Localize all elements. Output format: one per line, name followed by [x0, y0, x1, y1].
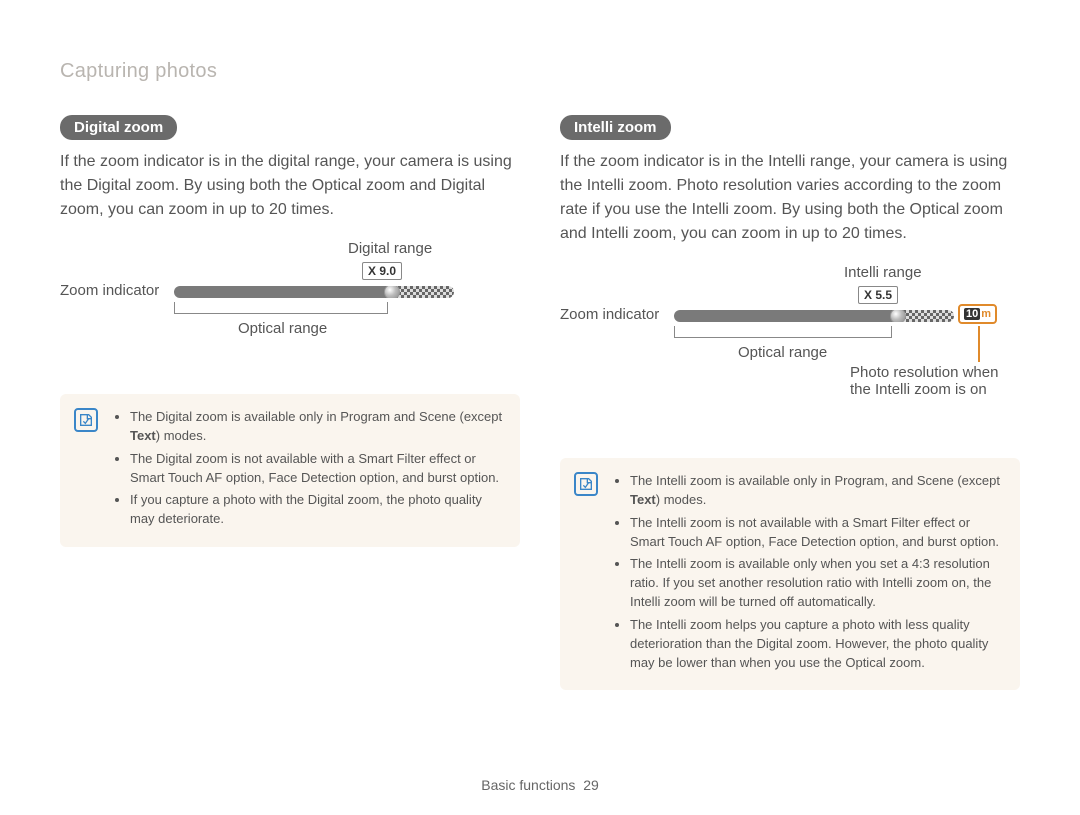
intelli-notes-list: The Intelli zoom is available only in Pr…	[614, 472, 1006, 672]
optical-range-label: Optical range	[238, 320, 327, 337]
note-item: The Intelli zoom is available only in Pr…	[630, 472, 1006, 510]
zoom-indicator-label: Zoom indicator	[60, 282, 159, 299]
optical-range-bracket	[674, 326, 892, 338]
digital-zoom-paragraph: If the zoom indicator is in the digital …	[60, 150, 520, 222]
digital-zoom-diagram: Digital range X 9.0 Zoom indicator Optic…	[60, 240, 520, 380]
footer-section: Basic functions	[481, 777, 575, 793]
note-item: If you capture a photo with the Digital …	[130, 491, 506, 529]
zoom-knob-icon	[384, 286, 400, 298]
note-icon	[574, 472, 598, 496]
intelli-zoom-diagram: Intelli range X 5.5 Zoom indicator 10m O…	[560, 264, 1020, 444]
zoom-knob-icon	[890, 310, 906, 322]
digital-zoom-notes: The Digital zoom is available only in Pr…	[60, 394, 520, 547]
note-item: The Intelli zoom helps you capture a pho…	[630, 616, 1006, 673]
zoom-indicator-label: Zoom indicator	[560, 306, 659, 323]
note-item: The Digital zoom is not available with a…	[130, 450, 506, 488]
resolution-badge: 10m	[958, 304, 997, 324]
breadcrumb: Capturing photos	[60, 60, 1020, 83]
zoom-bar	[674, 310, 954, 322]
optical-range-bracket	[174, 302, 388, 314]
right-column: Intelli zoom If the zoom indicator is in…	[560, 115, 1020, 690]
left-column: Digital zoom If the zoom indicator is in…	[60, 115, 520, 690]
note-item: The Intelli zoom is not available with a…	[630, 514, 1006, 552]
resolution-value: 10	[964, 308, 980, 320]
digital-notes-list: The Digital zoom is available only in Pr…	[114, 408, 506, 529]
page-footer: Basic functions 29	[0, 777, 1080, 793]
resolution-label: Photo resolution when the Intelli zoom i…	[850, 364, 1020, 398]
intelli-range-label: Intelli range	[844, 264, 922, 281]
note-item: The Digital zoom is available only in Pr…	[130, 408, 506, 446]
zoom-bar	[174, 286, 454, 298]
digital-zoom-pill: Digital zoom	[60, 115, 177, 140]
intelli-zoom-paragraph: If the zoom indicator is in the Intelli …	[560, 150, 1020, 246]
intelli-zoom-pill: Intelli zoom	[560, 115, 671, 140]
digital-range-label: Digital range	[348, 240, 432, 257]
optical-bar-segment	[674, 310, 894, 322]
note-item: The Intelli zoom is available only when …	[630, 555, 1006, 612]
intelli-zoom-notes: The Intelli zoom is available only in Pr…	[560, 458, 1020, 690]
resolution-leader-line	[978, 326, 980, 362]
zoom-value-box: X 5.5	[858, 286, 898, 304]
optical-range-label: Optical range	[738, 344, 827, 361]
zoom-value-box: X 9.0	[362, 262, 402, 280]
note-icon	[74, 408, 98, 432]
resolution-unit: m	[981, 308, 991, 320]
footer-page-number: 29	[583, 777, 599, 793]
optical-bar-segment	[174, 286, 389, 298]
